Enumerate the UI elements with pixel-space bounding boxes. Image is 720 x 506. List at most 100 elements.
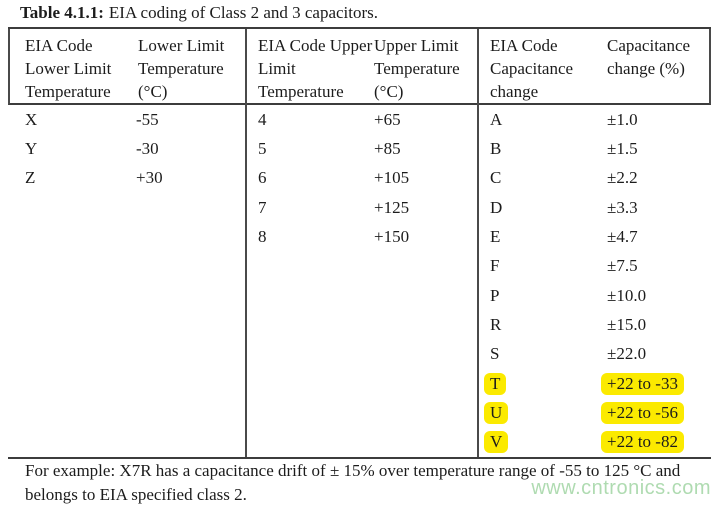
eia-code-cell: E [479, 227, 607, 247]
limit-value-cell: +22 to -56 [607, 402, 711, 424]
eia-code-value: R [490, 315, 501, 334]
limit-value-text: ±1.0 [607, 110, 638, 129]
eia-code-cell: U [479, 402, 607, 424]
limit-value-text: ±4.7 [607, 227, 638, 246]
eia-code-cell: D [479, 198, 607, 218]
limit-value-text: +22 to -33 [601, 373, 684, 395]
eia-code-cell: 5 [247, 139, 374, 159]
eia-code-value: U [484, 402, 508, 424]
eia-code-value: Z [25, 168, 35, 187]
column-header-upper-limit-temp: Upper Limit Temperature (°C) [374, 34, 477, 103]
eia-code-value: P [490, 286, 499, 305]
limit-value-cell: +30 [136, 168, 245, 188]
eia-code-value: A [490, 110, 502, 129]
table-group-header: EIA Code Capacitance change Capacitance … [479, 29, 711, 105]
eia-code-value: V [484, 431, 508, 453]
table-row: C±2.2 [479, 164, 711, 193]
limit-value-cell: -55 [136, 110, 245, 130]
eia-code-cell: 4 [247, 110, 374, 130]
table-caption: Table 4.1.1: EIA coding of Class 2 and 3 … [20, 3, 378, 23]
limit-value-text: +125 [374, 198, 409, 217]
limit-value-cell: +105 [374, 168, 477, 188]
table-row: U +22 to -56 [479, 398, 711, 427]
limit-value-text: -30 [136, 139, 159, 158]
eia-code-cell: S [479, 344, 607, 364]
eia-code-value: 4 [258, 110, 267, 129]
table-row: Y -30 [8, 134, 245, 163]
table-row: D ±3.3 [479, 193, 711, 222]
limit-value-cell: ±22.0 [607, 344, 711, 364]
limit-value-cell: +125 [374, 198, 477, 218]
table-row: F±7.5 [479, 252, 711, 281]
column-header-eia-code-lower: EIA Code Lower Limit Temperature [10, 34, 138, 103]
limit-value-cell: -30 [136, 139, 245, 159]
eia-code-cell: Y [8, 139, 136, 159]
table-group-lower-limit: EIA Code Lower Limit Temperature Lower L… [8, 29, 245, 457]
table-rows-lower-limit: X -55 Y -30 Z +30 [8, 105, 245, 457]
table-row: R ±15.0 [479, 310, 711, 339]
eia-code-cell: F [479, 256, 607, 276]
limit-value-text: +22 to -82 [601, 431, 684, 453]
column-header-capacitance-change: Capacitance change (%) [607, 34, 709, 103]
column-header-eia-code-upper: EIA Code Upper Limit Temperature [247, 34, 374, 103]
eia-code-value: T [484, 373, 506, 395]
table-group-upper-limit: EIA Code Upper Limit Temperature Upper L… [245, 29, 477, 457]
limit-value-cell: ±10.0 [607, 286, 711, 306]
eia-code-value: X [25, 110, 37, 129]
watermark-text: www.cntronics.com [531, 477, 711, 500]
table-caption-number: Table 4.1.1: [20, 3, 104, 22]
limit-value-text: ±15.0 [607, 315, 646, 334]
table-row: S ±22.0 [479, 340, 711, 369]
column-header-eia-code-capacitance: EIA Code Capacitance change [479, 34, 607, 103]
eia-code-cell: R [479, 315, 607, 335]
eia-code-cell: P [479, 286, 607, 306]
table-group-header: EIA Code Lower Limit Temperature Lower L… [8, 29, 245, 105]
eia-code-value: Y [25, 139, 37, 158]
eia-code-cell: T [479, 373, 607, 395]
column-header-lower-limit-temp: Lower Limit Temperature (°C) [138, 34, 245, 103]
limit-value-cell: +85 [374, 139, 477, 159]
table-row: 5 +85 [247, 134, 477, 163]
limit-value-text: ±7.5 [607, 256, 638, 275]
table-row: 8 +150 [247, 222, 477, 251]
eia-code-cell: 8 [247, 227, 374, 247]
limit-value-cell: ±3.3 [607, 198, 711, 218]
limit-value-text: ±1.5 [607, 139, 638, 158]
limit-value-cell: +150 [374, 227, 477, 247]
eia-code-value: C [490, 168, 501, 187]
table-row: X -55 [8, 105, 245, 134]
table-group-header: EIA Code Upper Limit Temperature Upper L… [247, 29, 477, 105]
eia-code-value: D [490, 198, 502, 217]
table-row: T +22 to -33 [479, 369, 711, 398]
limit-value-cell: +22 to -33 [607, 373, 711, 395]
limit-value-text: ±10.0 [607, 286, 646, 305]
table-row: E±4.7 [479, 222, 711, 251]
limit-value-text: +105 [374, 168, 409, 187]
limit-value-text: ±3.3 [607, 198, 638, 217]
limit-value-text: +30 [136, 168, 163, 187]
eia-code-value: B [490, 139, 501, 158]
table-caption-text: EIA coding of Class 2 and 3 capacitors. [109, 3, 378, 22]
limit-value-text: +150 [374, 227, 409, 246]
eia-coding-table: EIA Code Lower Limit Temperature Lower L… [8, 27, 711, 459]
table-row: 7+125 [247, 193, 477, 222]
limit-value-cell: ±15.0 [607, 315, 711, 335]
limit-value-cell: +22 to -82 [607, 431, 711, 453]
limit-value-cell: ±4.7 [607, 227, 711, 247]
eia-code-cell: 7 [247, 198, 374, 218]
table-row: P ±10.0 [479, 281, 711, 310]
eia-code-cell: B [479, 139, 607, 159]
table-row: Z +30 [8, 164, 245, 193]
eia-code-cell: X [8, 110, 136, 130]
eia-code-cell: Z [8, 168, 136, 188]
limit-value-text: -55 [136, 110, 159, 129]
eia-code-value: S [490, 344, 499, 363]
eia-code-value: 5 [258, 139, 267, 158]
limit-value-text: +85 [374, 139, 401, 158]
limit-value-cell: ±1.0 [607, 110, 711, 130]
limit-value-cell: +65 [374, 110, 477, 130]
table-row: 4 +65 [247, 105, 477, 134]
eia-code-value: 8 [258, 227, 267, 246]
